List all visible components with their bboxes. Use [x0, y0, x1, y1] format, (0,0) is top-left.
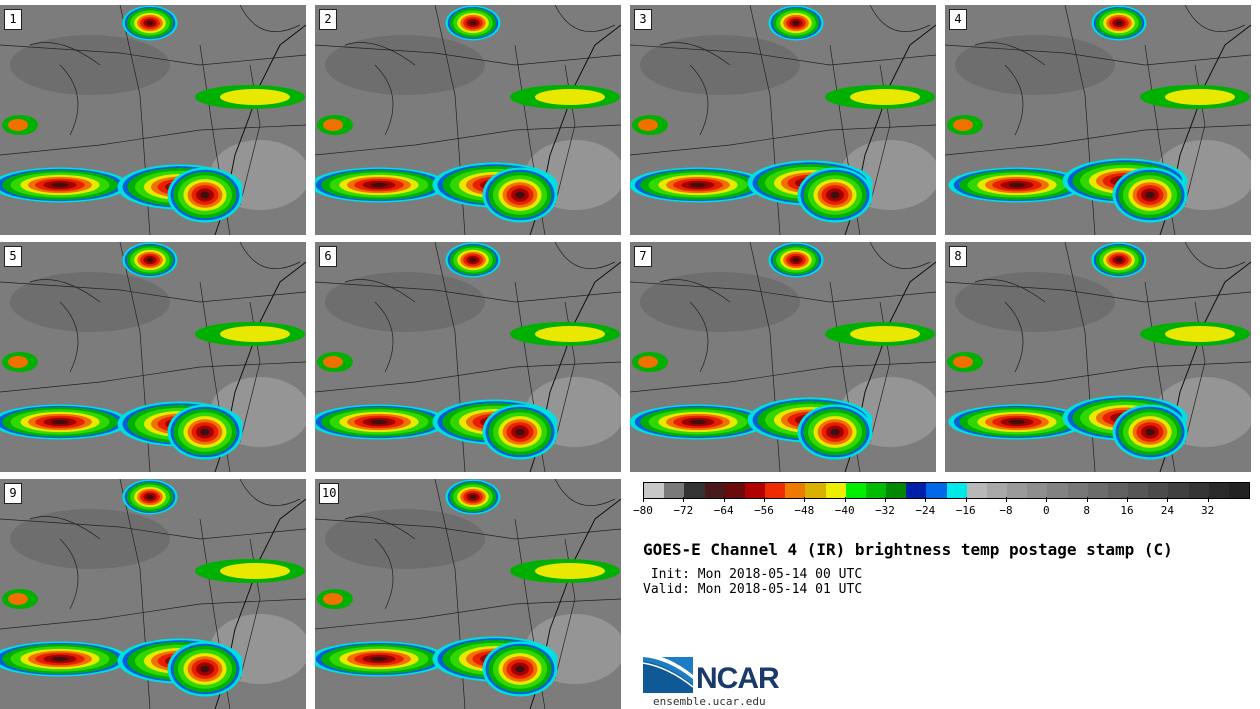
panel-number: 7	[634, 246, 652, 267]
colorbar-segment	[946, 483, 967, 498]
satellite-map	[0, 5, 306, 235]
satellite-map	[945, 242, 1251, 472]
colorbar-segment	[1027, 483, 1048, 498]
satellite-map	[315, 242, 621, 472]
panel-number: 8	[949, 246, 967, 267]
colorbar-segment	[1188, 483, 1209, 498]
colorbar-tick-label: 16	[1120, 504, 1134, 517]
colorbar-segment	[765, 483, 786, 498]
colorbar-segment	[644, 483, 665, 498]
colorbar-segment	[805, 483, 826, 498]
satellite-map	[630, 5, 936, 235]
colorbar-tick-label: −56	[754, 504, 774, 517]
satellite-map	[0, 242, 306, 472]
colorbar-segment	[845, 483, 866, 498]
colorbar-tick-label: −64	[713, 504, 734, 517]
colorbar-segment	[906, 483, 927, 498]
colorbar-tick-label: −72	[673, 504, 694, 517]
colorbar-tick-label: −80	[633, 504, 653, 517]
site-url: ensemble.ucar.edu	[653, 695, 766, 708]
colorbar-segment	[926, 483, 947, 498]
colorbar-tick-mark	[723, 497, 725, 502]
colorbar-tick-mark	[965, 497, 967, 502]
panel-number: 5	[4, 246, 22, 267]
colorbar-tick-label: −48	[794, 504, 815, 517]
panel-number: 3	[634, 9, 652, 30]
satellite-map	[945, 5, 1251, 235]
forecast-panel: 6	[315, 242, 621, 472]
colorbar-tick-label: 32	[1201, 504, 1215, 517]
colorbar-segment	[966, 483, 987, 498]
panel-number: 1	[4, 9, 22, 30]
satellite-map	[630, 242, 936, 472]
colorbar-segment	[1087, 483, 1108, 498]
colorbar-tick-mark	[1006, 497, 1007, 502]
colorbar-segment	[1047, 483, 1068, 498]
colorbar-segment	[744, 483, 766, 498]
colorbar-tick-label: −16	[955, 504, 976, 517]
colorbar-tick-mark	[1207, 497, 1209, 502]
forecast-panel: 8	[945, 242, 1251, 472]
forecast-panel: 9	[0, 479, 306, 709]
forecast-panel: 7	[630, 242, 936, 472]
init-time: Init: Mon 2018-05-14 00 UTC	[643, 567, 863, 582]
panel-number: 2	[319, 9, 337, 30]
colorbar-segment	[664, 483, 685, 498]
colorbar-tick-label: 24	[1160, 504, 1174, 517]
colorbar-segment	[785, 483, 806, 498]
panel-number: 10	[319, 483, 340, 504]
colorbar-tick-mark	[1167, 497, 1169, 502]
logo-text: NCAR	[696, 662, 780, 695]
forecast-panel: 10	[315, 479, 621, 709]
colorbar-tick-mark	[1127, 497, 1128, 502]
forecast-panel: 2	[315, 5, 621, 235]
colorbar-segment	[1228, 483, 1250, 498]
colorbar-segment	[865, 483, 887, 498]
forecast-panel: 1	[0, 5, 306, 235]
figure-title: GOES-E Channel 4 (IR) brightness temp po…	[643, 540, 1173, 559]
colorbar-segment	[704, 483, 725, 498]
colorbar-tick-mark	[1046, 497, 1048, 502]
colorbar-tick-mark	[885, 497, 886, 502]
colorbar	[643, 482, 1250, 499]
ncar-logo-icon	[643, 653, 694, 693]
colorbar-tick-mark	[1086, 497, 1088, 502]
colorbar-tick-label: 8	[1083, 504, 1090, 517]
satellite-map	[315, 5, 621, 235]
satellite-map	[0, 479, 306, 709]
panel-number: 6	[319, 246, 337, 267]
colorbar-tick-label: −8	[999, 504, 1013, 517]
colorbar-segment	[1107, 483, 1129, 498]
colorbar-segment	[1128, 483, 1149, 498]
colorbar-tick-label: −40	[834, 504, 855, 517]
colorbar-segment	[1208, 483, 1229, 498]
colorbar-segment	[684, 483, 705, 498]
colorbar-tick-mark	[844, 497, 846, 502]
colorbar-tick-mark	[643, 497, 644, 502]
colorbar-tick-label: 0	[1043, 504, 1050, 517]
panel-number: 9	[4, 483, 22, 504]
colorbar-segment	[825, 483, 846, 498]
colorbar-segment	[886, 483, 907, 498]
colorbar-segment	[724, 483, 745, 498]
colorbar-tick-mark	[764, 497, 765, 502]
colorbar-tick-label: −24	[915, 504, 936, 517]
forecast-panel: 4	[945, 5, 1251, 235]
colorbar-ticks: −80 −72 −64 −56 −48 −40 −32 −24 −16 −8 0 8 16 24 32	[633, 497, 1248, 522]
colorbar-segment	[986, 483, 1008, 498]
satellite-map	[315, 479, 621, 709]
colorbar-tick-mark	[683, 497, 685, 502]
forecast-panel: 3	[630, 5, 936, 235]
colorbar-segment	[1148, 483, 1169, 498]
panel-number: 4	[949, 9, 967, 30]
colorbar-tick-label: −32	[875, 504, 895, 517]
colorbar-segment	[1067, 483, 1088, 498]
colorbar-segment	[1168, 483, 1189, 498]
colorbar-tick-mark	[925, 497, 927, 502]
colorbar-tick-mark	[804, 497, 806, 502]
valid-time: Valid: Mon 2018-05-14 01 UTC	[643, 582, 863, 597]
forecast-panel: 5	[0, 242, 306, 472]
colorbar-segment	[1007, 483, 1028, 498]
